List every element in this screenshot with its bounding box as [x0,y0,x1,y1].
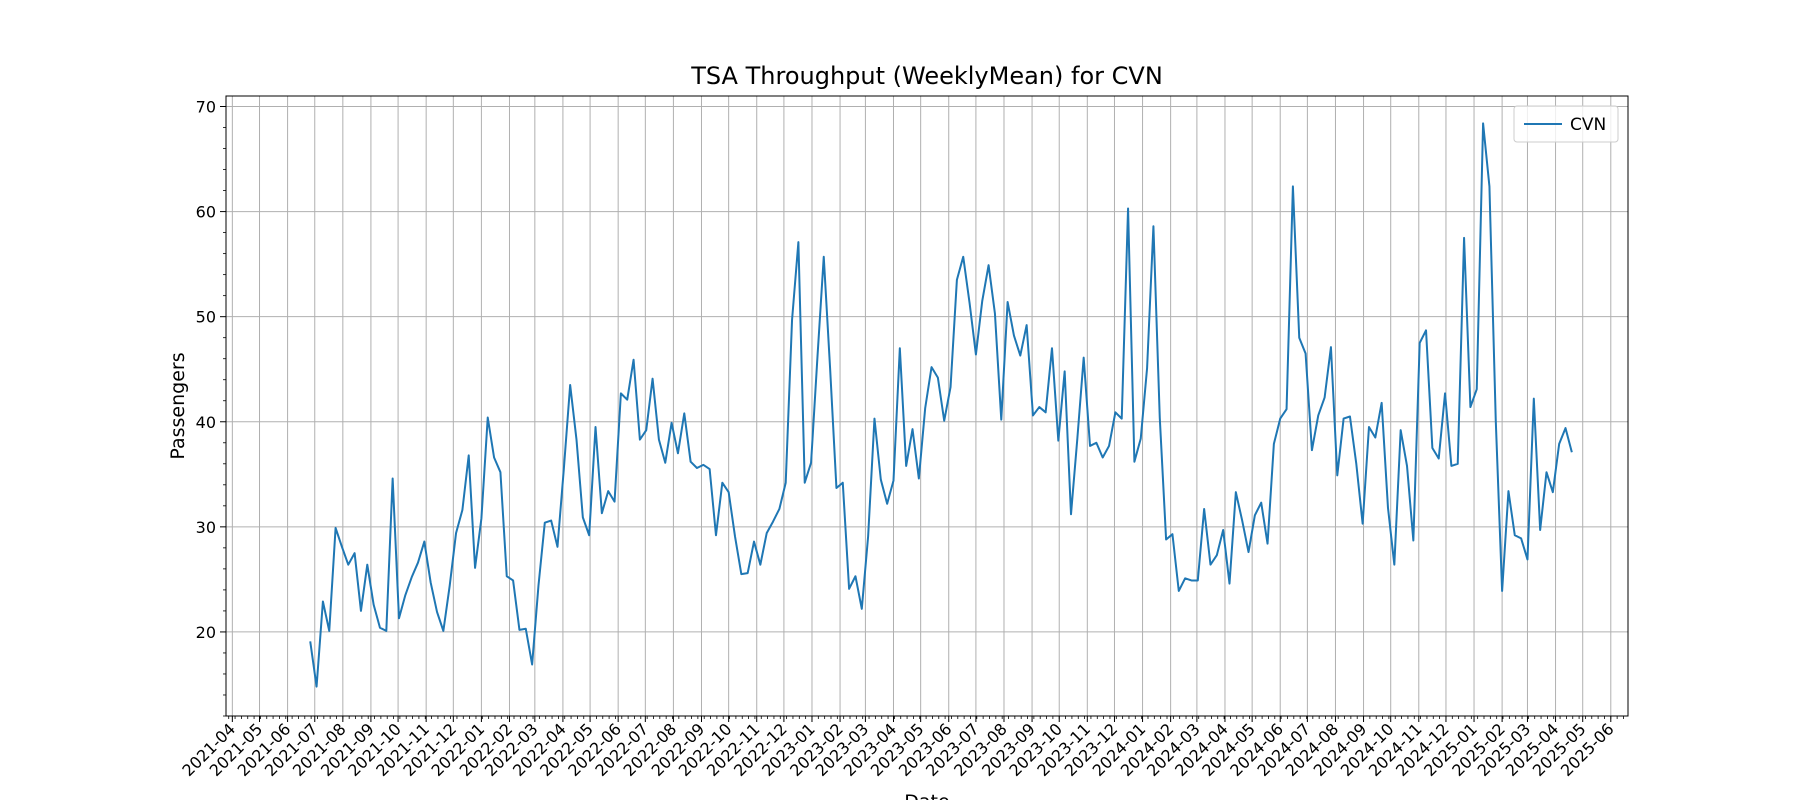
y-tick-label: 30 [196,518,216,537]
legend: CVN [1513,105,1619,143]
y-tick-label: 70 [196,98,216,117]
legend-entry-cvn: CVN [1570,115,1606,135]
axis-ticks [220,106,1624,722]
y-tick-label: 60 [196,203,216,222]
plot-frame [225,95,1629,717]
series-layer [309,122,1573,688]
y-tick-label: 40 [196,413,216,432]
chart-title: TSA Throughput (WeeklyMean) for CVN [690,62,1163,90]
x-axis-label: Date [904,791,949,800]
grid [226,96,1628,716]
series-line-cvn [309,122,1573,688]
y-tick-label: 50 [196,308,216,327]
y-axis-label: Passengers [167,352,189,459]
legend-box [1513,105,1619,143]
y-tick-label: 20 [196,623,216,642]
